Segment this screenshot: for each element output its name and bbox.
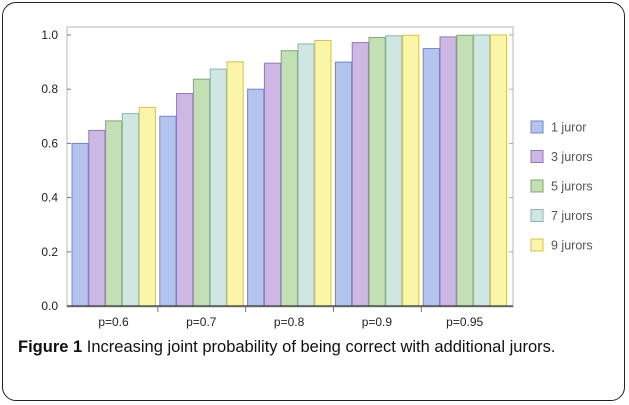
- x-tick-label: p=0.6: [98, 315, 129, 329]
- bar: [159, 115, 177, 307]
- bar: [456, 34, 474, 307]
- x-tick-label: p=0.7: [186, 315, 217, 329]
- bar: [192, 78, 211, 307]
- x-tick-label: p=0.8: [274, 315, 305, 329]
- bar: [385, 35, 403, 307]
- bar: [121, 113, 140, 307]
- bar: [105, 120, 123, 307]
- bar: [297, 43, 315, 307]
- legend-label: 5 jurors: [551, 180, 593, 194]
- bar: [88, 129, 106, 307]
- caption-label: Figure 1: [18, 338, 83, 356]
- legend-swatch: [530, 179, 544, 193]
- bar: [247, 88, 265, 307]
- bar: [226, 61, 244, 307]
- bar: [489, 34, 508, 307]
- legend-swatch: [530, 238, 544, 252]
- figure-caption: Figure 1 Increasing joint probability of…: [18, 335, 608, 360]
- bar: [280, 50, 298, 307]
- x-tick-label: p=0.95: [446, 315, 483, 329]
- legend-label: 1 juror: [551, 121, 586, 135]
- bar: [334, 61, 353, 307]
- legend-swatch: [530, 120, 544, 134]
- bar: [263, 62, 282, 307]
- x-tick-label: p=0.9: [362, 315, 393, 329]
- bar: [71, 142, 89, 307]
- bar: [176, 93, 194, 307]
- y-tick-label: 0.2: [41, 245, 58, 259]
- bar: [209, 68, 227, 307]
- bar-chart: 0.0 0.2 0.4 0.6 0.8 1.0 p=0.6 p=0.7 p=0.8 p=0.9 p=…: [41, 26, 593, 329]
- y-tick-label: 1.0: [41, 28, 58, 42]
- plot-area: 0.0 0.2 0.4 0.6 0.8 1.0 p=0.6 p=0.7 p=0.8 p=0.9 p=…: [41, 26, 514, 329]
- bar: [422, 48, 440, 307]
- bar: [402, 34, 420, 307]
- legend-label: 3 jurors: [551, 150, 593, 164]
- bar: [314, 39, 332, 307]
- legend-swatch: [530, 150, 544, 163]
- bar: [368, 36, 386, 307]
- legend-swatch: [530, 209, 544, 222]
- y-tick-label: 0.0: [41, 299, 58, 313]
- bar: [439, 36, 457, 307]
- y-tick-label: 0.6: [41, 136, 58, 150]
- bar: [138, 106, 156, 307]
- legend: 1 juror 3 jurors 5 jurors 7 jurors 9 jurors: [530, 120, 593, 253]
- legend-label: 7 jurors: [551, 209, 593, 223]
- caption-text: Increasing joint probability of being co…: [86, 338, 556, 356]
- y-tick-label: 0.4: [41, 191, 58, 205]
- y-tick-label: 0.8: [41, 82, 58, 96]
- bar: [351, 42, 369, 307]
- bar: [473, 34, 491, 307]
- legend-label: 9 jurors: [551, 239, 593, 253]
